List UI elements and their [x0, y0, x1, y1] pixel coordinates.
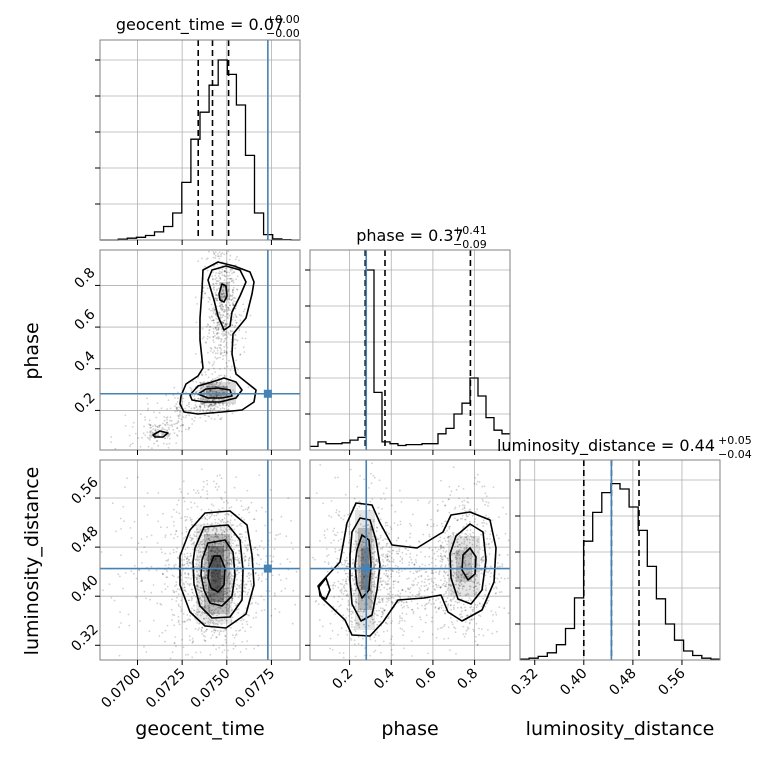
- contour-geocent-time-vs-luminosity-distance: [207, 555, 226, 593]
- y-tick-label-luminosity-distance: 0.48: [68, 523, 101, 556]
- x-tick-label-luminosity-distance: 0.48: [606, 666, 639, 699]
- panel-geocent-time-vs-luminosity-distance-frame: [99, 459, 301, 661]
- hist-phase-step: [310, 269, 510, 448]
- truth-marker-geocent-time-vs-luminosity-distance: [263, 564, 272, 573]
- x-tick-label-geocent-time: 0.0750: [188, 666, 234, 712]
- x-tick-label-geocent-time: 0.0725: [143, 666, 189, 712]
- y-axis-label-phase: phase: [21, 322, 43, 379]
- x-tick-label-luminosity-distance: 0.56: [655, 665, 688, 698]
- contour-geocent-time-vs-phase: [189, 377, 243, 403]
- x-tick-label-phase: 0.6: [413, 665, 440, 692]
- x-tick-label-geocent-time: 0.0775: [232, 666, 278, 712]
- y-tick-label-luminosity-distance: 0.32: [68, 622, 101, 655]
- scatter-samples-geocent-time-vs-luminosity-distance: [100, 476, 298, 660]
- contour-geocent-time-vs-luminosity-distance: [192, 524, 244, 619]
- y-tick-label-phase: 0.8: [72, 265, 99, 292]
- truth-marker-geocent-time-vs-phase: [263, 389, 272, 398]
- title-geocent-time-plus: +0.00: [266, 13, 300, 26]
- truth-marker-phase-vs-luminosity-distance: [362, 564, 371, 573]
- contour-geocent-time-vs-phase: [207, 265, 247, 331]
- contour-phase-vs-luminosity-distance: [354, 534, 372, 599]
- panel-phase-vs-luminosity-distance-frame: [309, 459, 511, 661]
- hist-geocent-time-bins: [100, 59, 300, 241]
- contour-phase-vs-luminosity-distance: [461, 547, 477, 581]
- x-tick-label-phase: 0.2: [329, 666, 356, 693]
- y-axis-label-luminosity-distance: luminosity_distance: [21, 467, 43, 656]
- contour-phase-vs-luminosity-distance: [318, 577, 331, 600]
- y-tick-label-luminosity-distance: 0.56: [68, 474, 101, 507]
- y-tick-label-phase: 0.2: [72, 390, 99, 417]
- title-phase-minus: −0.09: [453, 238, 487, 251]
- scatter-samples-phase-vs-luminosity-distance: [312, 499, 501, 658]
- y-tick-label-phase: 0.6: [72, 306, 99, 333]
- contour-geocent-time-vs-luminosity-distance: [179, 510, 255, 629]
- title-luminosity-distance: luminosity_distance = 0.44: [497, 436, 715, 456]
- contour-phase-vs-luminosity-distance: [449, 523, 487, 605]
- title-luminosity-distance-plus: +0.05: [718, 434, 752, 447]
- hist-geocent-time-step: [100, 59, 300, 241]
- title-geocent-time-minus: −0.00: [266, 27, 300, 40]
- x-tick-label-phase: 0.8: [454, 666, 481, 693]
- x-tick-label-phase: 0.4: [371, 665, 398, 692]
- contour-geocent-time-vs-luminosity-distance: [200, 539, 236, 607]
- hist-luminosity-distance-bins: [520, 482, 720, 660]
- x-axis-label-luminosity-distance: luminosity_distance: [526, 718, 715, 740]
- hist-luminosity-distance-step: [520, 482, 720, 660]
- x-axis-label-geocent-time: geocent_time: [135, 718, 264, 740]
- hist-geocent-time-frame: [99, 39, 301, 241]
- x-tick-label-geocent-time: 0.0700: [98, 666, 144, 712]
- scatter-samples-geocent-time-vs-phase: [142, 424, 176, 443]
- contour-phase-vs-luminosity-distance: [317, 502, 497, 637]
- title-luminosity-distance-minus: −0.04: [718, 448, 752, 461]
- x-axis-label-phase: phase: [381, 718, 438, 740]
- hist-phase-bins: [310, 269, 510, 448]
- x-tick-label-luminosity-distance: 0.40: [557, 666, 590, 699]
- y-tick-label-luminosity-distance: 0.40: [68, 572, 101, 605]
- title-phase: phase = 0.37: [356, 226, 463, 245]
- title-geocent-time: geocent_time = 0.07: [116, 15, 284, 35]
- contour-geocent-time-vs-phase: [152, 430, 169, 438]
- y-tick-label-phase: 0.4: [72, 348, 99, 375]
- contour-phase-vs-luminosity-distance: [349, 517, 381, 622]
- hist-luminosity-distance-frame: [519, 459, 721, 661]
- x-tick-label-luminosity-distance: 0.32: [508, 666, 541, 699]
- contour-geocent-time-vs-phase: [218, 283, 228, 303]
- title-phase-plus: +0.41: [453, 224, 487, 237]
- panel-geocent-time-vs-phase-frame: [99, 249, 301, 451]
- hist-phase-frame: [309, 249, 511, 451]
- contour-geocent-time-vs-phase: [179, 261, 257, 415]
